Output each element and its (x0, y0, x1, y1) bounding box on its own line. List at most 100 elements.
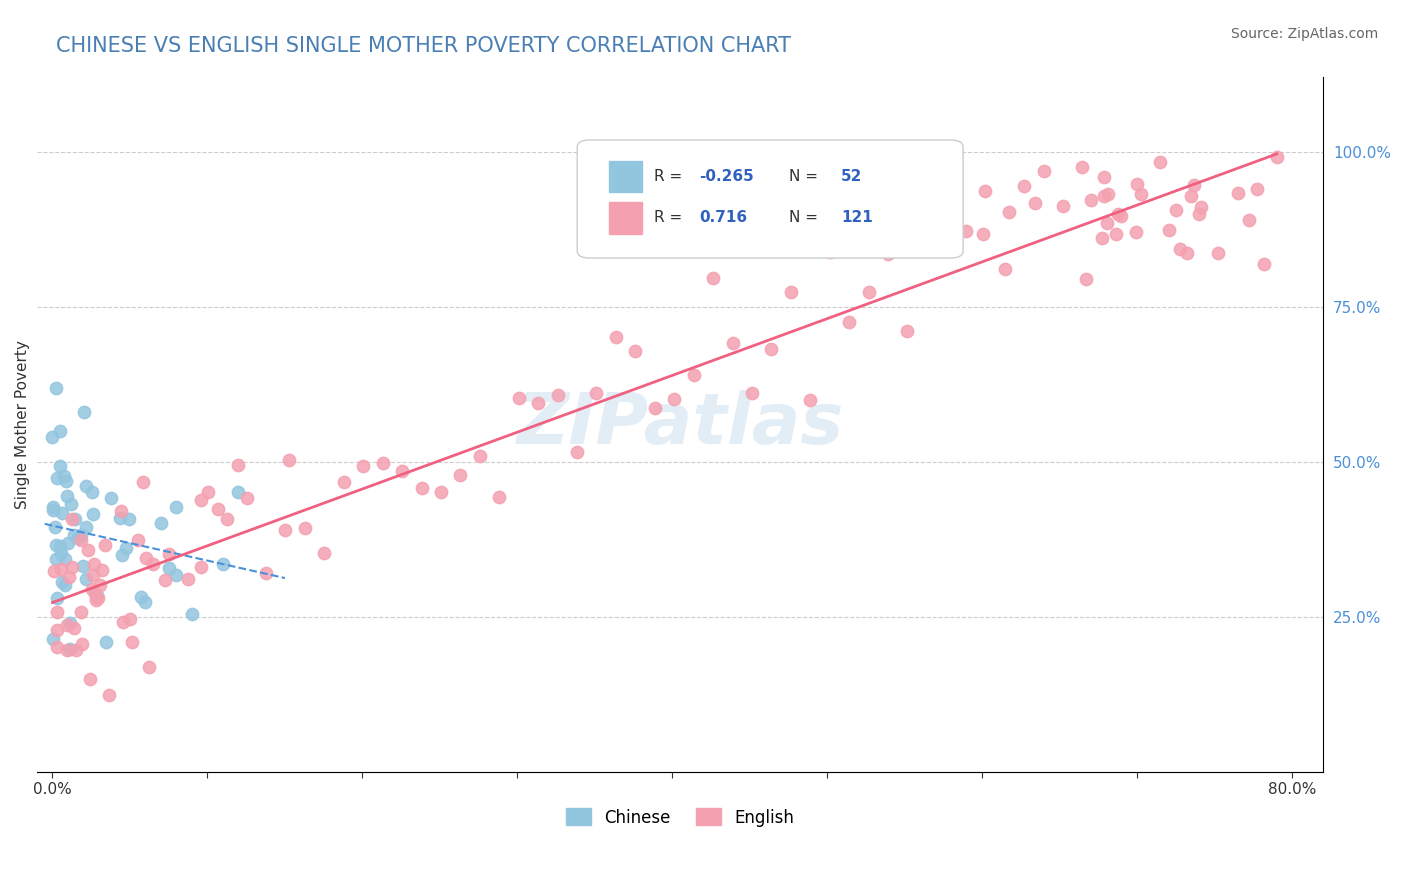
Point (65, 643, 87, 657)
Point (94, 538, 117, 552)
Point (1253, 257, 1275, 271)
Point (1189, 200, 1212, 214)
Point (274, 523, 297, 537)
Point (411, 481, 433, 495)
Point (955, 224, 977, 238)
Point (75, 479, 97, 493)
Point (1012, 179, 1035, 194)
Text: 52: 52 (841, 169, 862, 184)
Point (45, 640, 67, 654)
Point (83, 557, 105, 571)
Point (352, 458, 374, 473)
Text: ZIPatlas: ZIPatlas (516, 390, 844, 459)
Point (51, 562, 73, 576)
Point (1159, 222, 1181, 236)
Point (118, 512, 141, 526)
Point (82, 507, 104, 521)
Point (79, 672, 101, 686)
Point (1125, 177, 1147, 191)
Point (624, 343, 647, 358)
Point (53, 551, 76, 566)
Point (1091, 230, 1114, 244)
Point (108, 511, 131, 525)
Point (48, 424, 70, 438)
Point (294, 521, 316, 535)
Point (197, 485, 219, 500)
Point (1092, 170, 1115, 185)
Point (42, 564, 65, 578)
Point (741, 385, 763, 400)
Point (94, 635, 117, 649)
Point (129, 590, 152, 604)
Point (1095, 216, 1118, 230)
Text: CHINESE VS ENGLISH SINGLE MOTHER POVERTY CORRELATION CHART: CHINESE VS ENGLISH SINGLE MOTHER POVERTY… (56, 36, 792, 55)
Point (1188, 207, 1211, 221)
Text: 121: 121 (841, 211, 873, 226)
Point (1109, 209, 1132, 223)
Point (49, 546, 72, 560)
Point (547, 388, 569, 402)
Point (69, 528, 91, 542)
Point (60, 512, 83, 526)
Point (449, 467, 471, 482)
Point (55, 474, 77, 488)
Point (235, 491, 257, 506)
Point (1182, 178, 1205, 192)
Point (69, 533, 91, 547)
Point (110, 504, 132, 518)
Point (42, 503, 65, 517)
Point (60, 498, 83, 512)
Point (217, 512, 239, 526)
Point (278, 453, 301, 467)
Point (858, 285, 880, 299)
Point (177, 572, 200, 586)
Point (142, 557, 165, 571)
Point (111, 548, 134, 562)
Point (89, 578, 111, 592)
Point (1180, 189, 1202, 203)
Text: N =: N = (789, 169, 824, 184)
Point (779, 285, 801, 300)
Point (430, 485, 453, 500)
Point (51, 575, 73, 590)
Point (1032, 163, 1054, 178)
Point (1107, 207, 1129, 221)
Point (799, 393, 821, 408)
Point (67, 532, 90, 546)
Point (46, 605, 69, 619)
Point (62, 559, 84, 574)
Point (77, 543, 100, 558)
Point (212, 557, 235, 571)
Point (165, 500, 187, 515)
Point (56, 643, 79, 657)
Point (138, 660, 160, 674)
Point (149, 516, 172, 531)
Point (181, 607, 204, 622)
Point (87, 591, 110, 606)
Point (118, 611, 141, 625)
FancyBboxPatch shape (578, 140, 963, 258)
Point (157, 547, 180, 561)
Point (82, 568, 104, 582)
Point (877, 247, 900, 261)
Point (838, 315, 860, 329)
Point (75, 573, 97, 587)
Point (565, 445, 588, 459)
Point (70, 605, 93, 619)
Point (86, 589, 108, 603)
Point (100, 491, 122, 505)
Point (664, 392, 686, 406)
Y-axis label: Single Mother Poverty: Single Mother Poverty (15, 341, 30, 509)
Point (682, 368, 704, 383)
Point (761, 342, 783, 356)
Point (226, 458, 249, 472)
Point (1164, 203, 1187, 218)
Point (818, 245, 841, 260)
Text: N =: N = (789, 211, 824, 226)
Point (1052, 199, 1074, 213)
Point (45, 380, 67, 394)
Point (134, 595, 156, 609)
Point (1076, 271, 1098, 285)
Point (488, 490, 510, 504)
Point (157, 561, 180, 575)
